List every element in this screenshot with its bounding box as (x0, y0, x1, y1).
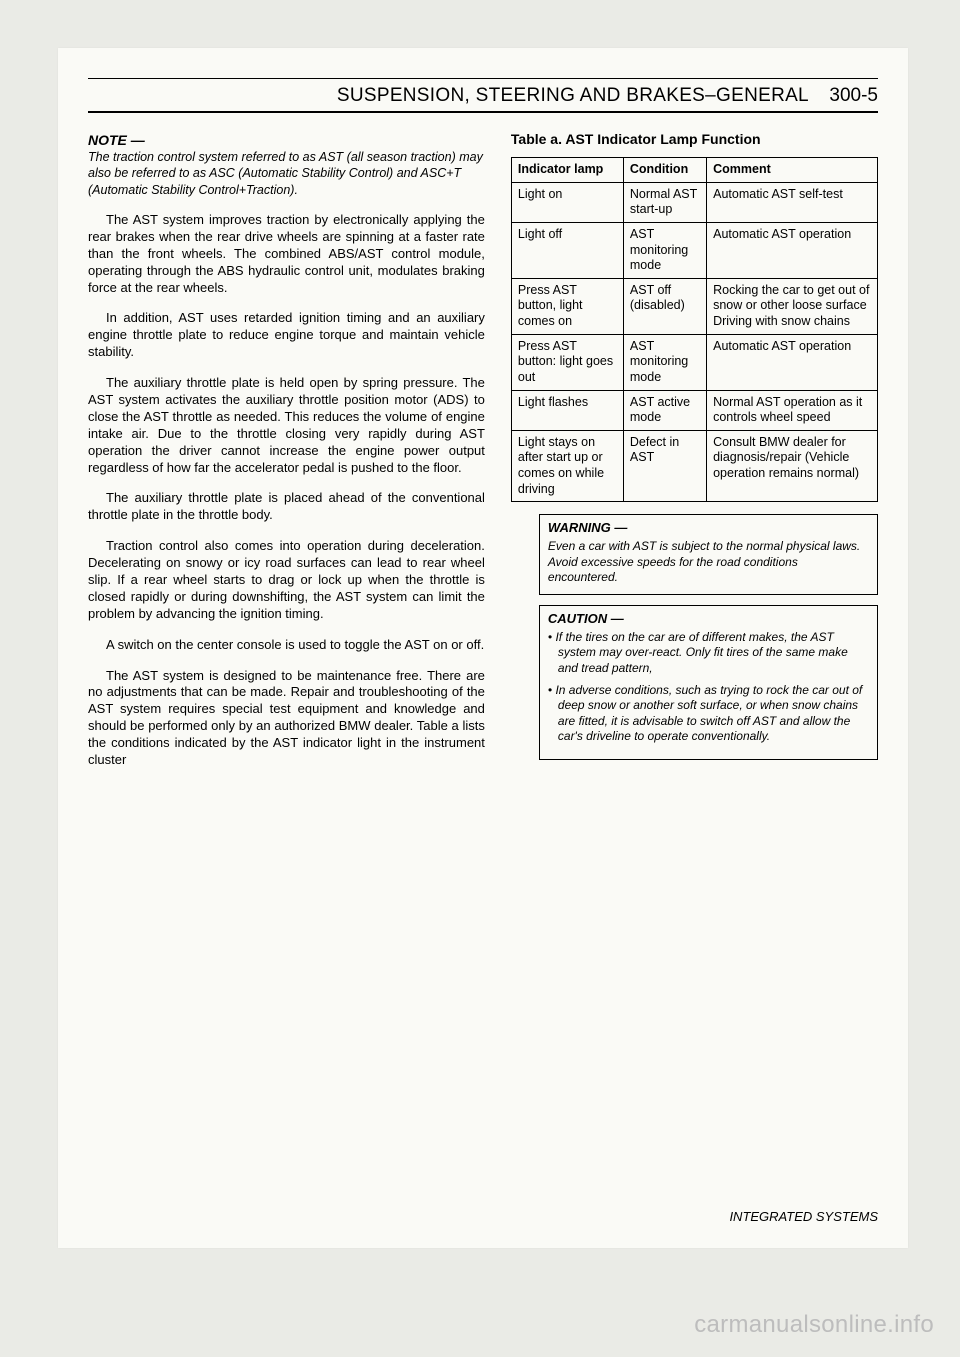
caution-list: If the tires on the car are of different… (548, 630, 869, 745)
caution-item: In adverse conditions, such as trying to… (548, 683, 869, 745)
cell: Press AST button, light comes on (511, 278, 623, 334)
cell: Normal AST operation as it controls whee… (707, 390, 878, 430)
paragraph: In addition, AST uses retarded ignition … (88, 310, 485, 361)
paragraph: Traction control also comes into operati… (88, 538, 485, 622)
page-number: 300-5 (829, 85, 878, 106)
note-heading: NOTE — (88, 131, 485, 149)
ast-table: Indicator lamp Condition Comment Light o… (511, 157, 878, 502)
table-row: Light stays on after start up or comes o… (511, 430, 877, 502)
cell: Light on (511, 182, 623, 222)
header-title: SUSPENSION, STEERING AND BRAKES–GENERAL (337, 85, 809, 106)
col-header: Comment (707, 158, 878, 183)
table-row: Light flashes AST active mode Normal AST… (511, 390, 877, 430)
cell: Defect in AST (623, 430, 706, 502)
cell: Consult BMW dealer for diagnosis/repair … (707, 430, 878, 502)
page-header: SUSPENSION, STEERING AND BRAKES–GENERAL … (88, 78, 878, 113)
watermark: carmanualsonline.info (694, 1311, 934, 1339)
table-row: Light on Normal AST start-up Automatic A… (511, 182, 877, 222)
cell: AST off (disabled) (623, 278, 706, 334)
cell: AST monitoring mode (623, 222, 706, 278)
right-column: Table a. AST Indicator Lamp Function Ind… (511, 131, 878, 783)
cell: Light flashes (511, 390, 623, 430)
col-header: Condition (623, 158, 706, 183)
paragraph: The AST system is designed to be mainten… (88, 668, 485, 769)
caution-item: If the tires on the car are of different… (548, 630, 869, 677)
caution-box: CAUTION — If the tires on the car are of… (539, 605, 878, 760)
paragraph: A switch on the center console is used t… (88, 637, 485, 654)
paragraph: The auxiliary throttle plate is held ope… (88, 375, 485, 476)
cell: Automatic AST operation (707, 334, 878, 390)
paragraph: The auxiliary throttle plate is placed a… (88, 490, 485, 524)
table-row: Press AST button, light comes on AST off… (511, 278, 877, 334)
table-row: Light off AST monitoring mode Automatic … (511, 222, 877, 278)
cell: Light stays on after start up or comes o… (511, 430, 623, 502)
note-block: NOTE — The traction control system refer… (88, 131, 485, 198)
caution-heading: CAUTION — (548, 611, 869, 628)
cell: Light off (511, 222, 623, 278)
col-header: Indicator lamp (511, 158, 623, 183)
warning-heading: WARNING — (548, 520, 869, 537)
table-row: Press AST button: light goes out AST mon… (511, 334, 877, 390)
cell: Press AST button: light goes out (511, 334, 623, 390)
cell: AST monitoring mode (623, 334, 706, 390)
warning-body: Even a car with AST is subject to the no… (548, 539, 869, 586)
page: SUSPENSION, STEERING AND BRAKES–GENERAL … (58, 48, 908, 1248)
columns: NOTE — The traction control system refer… (88, 131, 878, 783)
warning-box: WARNING — Even a car with AST is subject… (539, 514, 878, 595)
cell: Normal AST start-up (623, 182, 706, 222)
left-column: NOTE — The traction control system refer… (88, 131, 485, 783)
cell: AST active mode (623, 390, 706, 430)
note-body: The traction control system referred to … (88, 149, 485, 198)
table-header-row: Indicator lamp Condition Comment (511, 158, 877, 183)
footer-text: INTEGRATED SYSTEMS (729, 1209, 878, 1224)
cell: Rocking the car to get out of snow or ot… (707, 278, 878, 334)
table-title: Table a. AST Indicator Lamp Function (511, 131, 878, 147)
paragraph: The AST system improves traction by elec… (88, 212, 485, 296)
cell: Automatic AST self-test (707, 182, 878, 222)
cell: Automatic AST operation (707, 222, 878, 278)
